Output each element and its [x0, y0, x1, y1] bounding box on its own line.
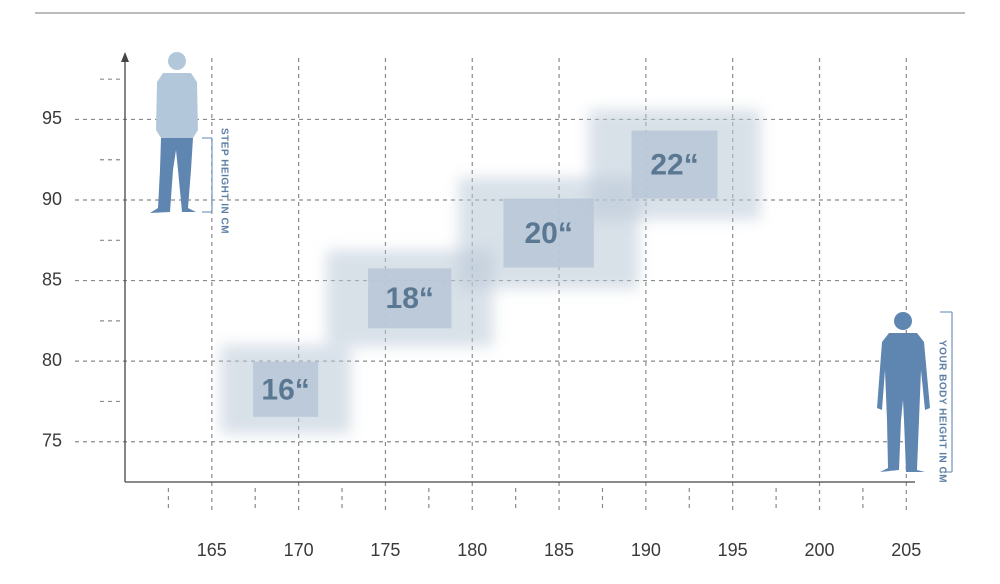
size-box: [368, 268, 452, 329]
x-tick-label: 200: [804, 540, 834, 560]
size-label: 22“: [650, 148, 698, 181]
y-tick-label: 80: [42, 350, 62, 370]
x-tick-label: 195: [718, 540, 748, 560]
y-axis-arrow: [121, 52, 129, 62]
size-label: 16“: [261, 373, 309, 406]
y-tick-label: 90: [42, 189, 62, 209]
x-tick-label: 165: [197, 540, 227, 560]
x-tick-label: 205: [891, 540, 921, 560]
size-box: [631, 130, 718, 199]
body-height-figure: [877, 311, 953, 473]
x-tick-label: 170: [284, 540, 314, 560]
y-annotation: STEP HEIGHT IN CM: [218, 128, 229, 234]
size-label: 18“: [386, 282, 434, 315]
x-tick-label: 190: [631, 540, 661, 560]
y-tick-label: 75: [42, 430, 62, 450]
plot-area: 75 80 85 90 95 165 170 175 180 185 190 195 200 205 16“…: [42, 58, 921, 560]
size-box: [253, 361, 319, 417]
x-annotation: YOUR BODY HEIGHT IN CM: [936, 340, 947, 483]
step-height-figure: [150, 52, 213, 213]
size-box: [503, 198, 594, 268]
x-tick-label: 180: [457, 540, 487, 560]
x-tick-label: 175: [370, 540, 400, 560]
x-tick-label: 185: [544, 540, 574, 560]
y-tick-label: 95: [42, 108, 62, 128]
y-tick-label: 85: [42, 269, 62, 289]
size-label: 20“: [524, 217, 572, 250]
